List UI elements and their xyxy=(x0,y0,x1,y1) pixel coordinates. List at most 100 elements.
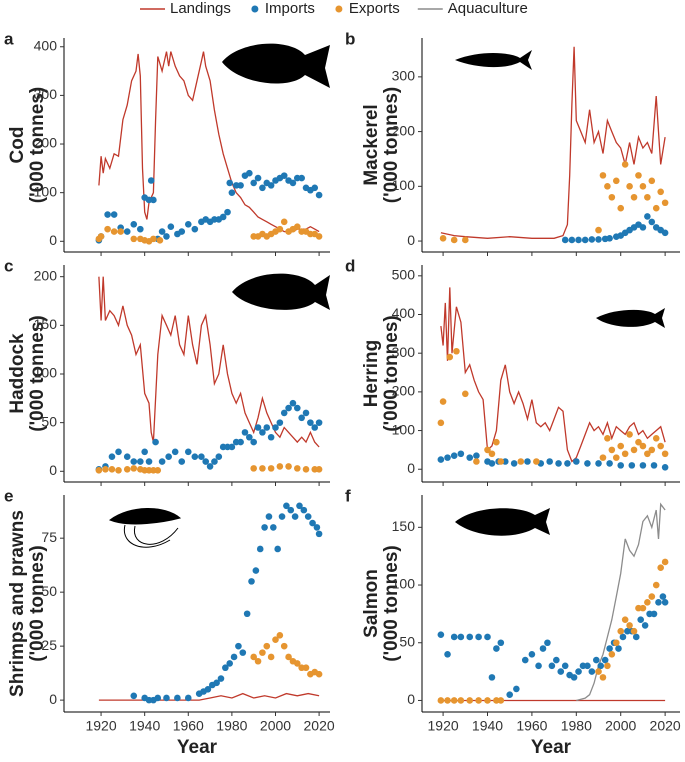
data-point xyxy=(661,464,669,471)
data-point xyxy=(150,196,157,204)
data-point xyxy=(298,174,305,182)
data-point xyxy=(644,193,651,201)
y-tick-label: 100 xyxy=(392,177,416,193)
data-point xyxy=(539,645,547,652)
legend-swatch xyxy=(251,5,259,13)
y-tick-label: 25 xyxy=(41,637,57,653)
data-point xyxy=(276,419,284,426)
data-point xyxy=(276,463,284,470)
data-point xyxy=(302,409,310,417)
data-point xyxy=(497,697,505,704)
data-point xyxy=(104,211,111,218)
data-point xyxy=(267,465,275,472)
data-point xyxy=(184,220,192,228)
data-point xyxy=(237,182,244,189)
data-point xyxy=(110,211,118,218)
shrimp-icon xyxy=(108,508,182,548)
data-point xyxy=(108,453,116,460)
x-tick-label: 1960 xyxy=(173,718,204,734)
data-point xyxy=(599,454,607,461)
data-point xyxy=(557,668,565,675)
y-tick-label: 100 xyxy=(34,365,58,381)
x-tick-label: 2020 xyxy=(304,718,335,734)
y-tick-label: 50 xyxy=(41,583,57,599)
data-point xyxy=(493,438,500,446)
data-point xyxy=(259,465,266,472)
data-point xyxy=(639,442,647,450)
data-point xyxy=(293,465,301,472)
x-tick-label: 2020 xyxy=(650,718,681,734)
data-point xyxy=(315,191,323,199)
data-point xyxy=(650,610,658,618)
data-point xyxy=(659,593,667,600)
data-point xyxy=(608,650,616,658)
data-point xyxy=(211,458,218,465)
data-point xyxy=(123,228,131,235)
y-tick-label: 150 xyxy=(34,316,58,332)
data-point xyxy=(601,656,609,664)
data-point xyxy=(510,460,518,467)
data-point xyxy=(315,466,323,473)
series-line xyxy=(440,46,666,239)
legend-label: Exports xyxy=(349,0,400,17)
data-point xyxy=(595,236,602,243)
data-point xyxy=(117,228,124,235)
data-point xyxy=(228,443,236,451)
data-point xyxy=(564,460,571,467)
data-point xyxy=(158,228,166,235)
data-point xyxy=(639,183,647,190)
data-point xyxy=(606,645,613,652)
x-tick-label: 1960 xyxy=(516,718,547,734)
data-point xyxy=(488,450,496,458)
data-point xyxy=(291,513,299,520)
data-point xyxy=(154,694,162,702)
data-point xyxy=(648,446,656,454)
data-point xyxy=(437,456,445,463)
data-point xyxy=(248,578,255,585)
data-point xyxy=(309,519,316,527)
y-tick-label: 50 xyxy=(399,633,415,649)
panel: e Shrimps and prawns ('000 tonnes) 0 25 50 75 1… xyxy=(4,486,335,758)
data-point xyxy=(206,463,214,470)
data-point xyxy=(130,235,138,243)
data-point xyxy=(548,662,556,670)
x-tick-label: 1940 xyxy=(129,718,160,734)
data-point xyxy=(644,450,651,458)
data-point xyxy=(219,213,227,221)
y-tick-label: 0 xyxy=(407,460,415,476)
data-point xyxy=(304,513,312,520)
data-point xyxy=(561,236,569,244)
data-point xyxy=(296,502,303,510)
data-point xyxy=(606,235,613,242)
data-point xyxy=(497,639,505,647)
data-point xyxy=(568,236,576,244)
data-point xyxy=(573,458,580,465)
data-point xyxy=(315,233,323,240)
data-point xyxy=(466,633,474,641)
data-point xyxy=(639,462,647,469)
data-point xyxy=(639,604,647,612)
data-point xyxy=(171,448,179,456)
data-point xyxy=(95,467,103,474)
panel-letter: e xyxy=(4,486,13,505)
data-point xyxy=(439,235,447,242)
data-point xyxy=(628,462,636,469)
x-tick-label: 1920 xyxy=(428,718,459,734)
data-point xyxy=(254,657,262,665)
data-point xyxy=(461,390,469,398)
data-point xyxy=(104,225,111,233)
data-point xyxy=(102,466,109,473)
data-point xyxy=(612,639,620,647)
y-tick-label: 300 xyxy=(392,68,416,84)
data-point xyxy=(287,506,295,514)
data-point xyxy=(246,169,253,177)
data-point xyxy=(178,458,186,465)
data-point xyxy=(561,662,569,670)
data-point xyxy=(250,465,257,472)
y-axis-label: ('000 tonnes) xyxy=(27,545,48,661)
data-point xyxy=(313,524,321,531)
data-point xyxy=(524,458,531,465)
data-point xyxy=(617,462,625,469)
data-point xyxy=(259,429,266,436)
